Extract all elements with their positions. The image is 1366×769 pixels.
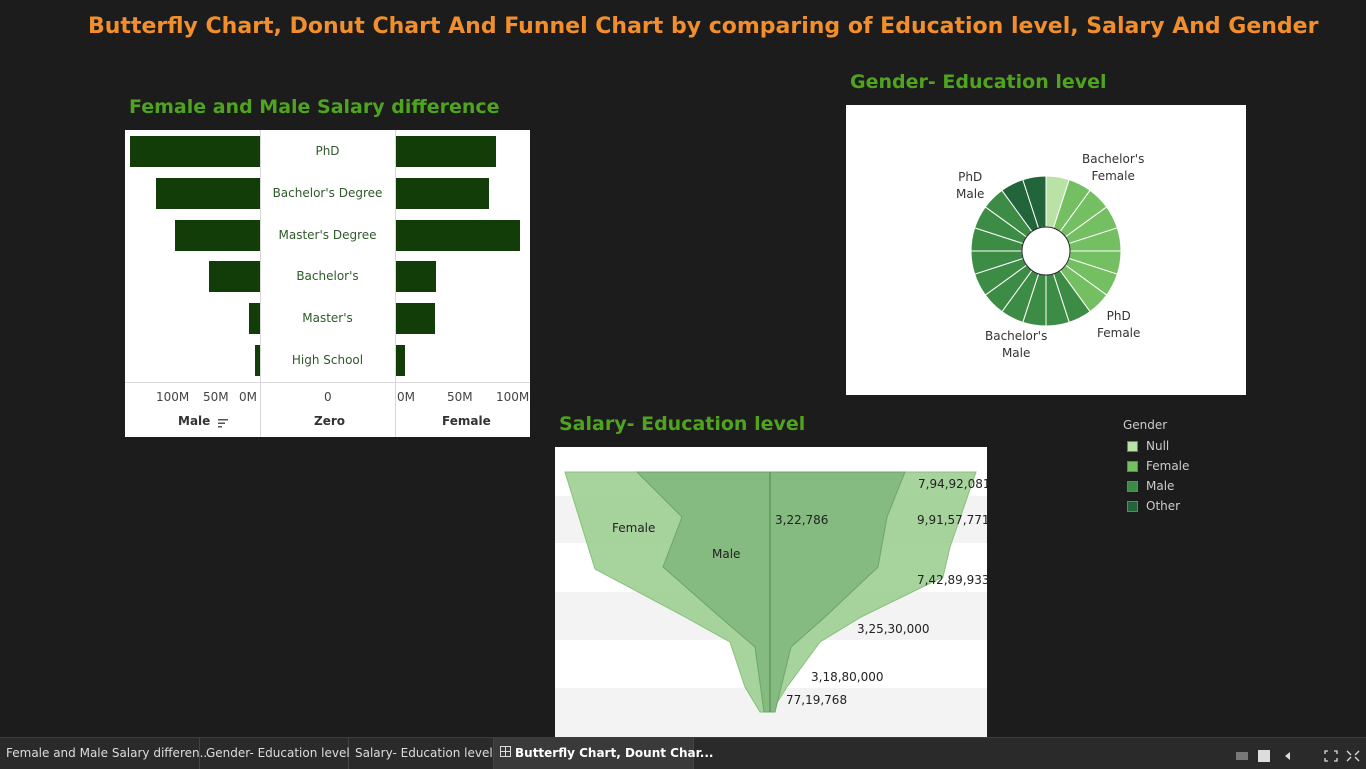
category-label: Bachelor's Degree [272, 185, 383, 200]
funnel-value-label: 9,91,57,771 [917, 513, 987, 527]
male-bar[interactable] [130, 136, 260, 167]
donut-label-phd-male: PhD Male [956, 170, 985, 201]
film-strip-icon[interactable] [1236, 747, 1248, 760]
male-axis-text: Male [178, 414, 211, 428]
divider [260, 130, 261, 437]
tab-gender-education[interactable]: Gender- Education level [200, 738, 350, 769]
male-tick: 50M [203, 390, 229, 404]
female-tick: 0M [397, 390, 415, 404]
gender-legend: Gender Null Female Male Other [1123, 418, 1189, 516]
donut-title: Gender- Education level [850, 71, 1107, 93]
category-label: Bachelor's [296, 269, 359, 284]
male-bar[interactable] [156, 177, 260, 209]
male-tick: 0M [239, 390, 257, 404]
donut-chart[interactable]: Bachelor's Female PhD Male PhD Female Bache… [846, 105, 1246, 395]
sort-icon[interactable] [218, 417, 229, 427]
legend-item[interactable]: Female [1127, 456, 1189, 476]
prev-sheet-icon[interactable] [1282, 747, 1294, 760]
legend-swatch [1127, 440, 1138, 452]
legend-label: Null [1146, 439, 1170, 453]
donut-label-bachelors-male: Bachelor's Male [985, 329, 1048, 360]
female-tick: 50M [447, 390, 473, 404]
funnel-value-label: 3,25,30,000 [857, 622, 930, 636]
butterfly-chart[interactable]: PhD Bachelor's Degree Master's Degree Bache… [125, 130, 530, 437]
category-label: Master's Degree [278, 227, 377, 242]
tab-dashboard-label: Butterfly Chart, Dount Char... [515, 746, 714, 760]
male-bar[interactable] [255, 345, 260, 376]
female-bar[interactable] [396, 136, 496, 167]
female-bar[interactable] [396, 219, 520, 251]
single-sheet-icon[interactable] [1258, 747, 1270, 762]
funnel-svg [555, 471, 987, 737]
funnel-value-label: 77,19,768 [786, 693, 848, 707]
funnel-value-label: 7,42,89,933 [917, 573, 987, 587]
funnel-title: Salary- Education level [559, 413, 806, 435]
female-axis-label: Female [442, 414, 491, 428]
legend-item[interactable]: Male [1127, 476, 1189, 496]
category-label: PhD [315, 144, 340, 158]
dashboard-title: Butterfly Chart, Donut Chart And Funnel … [88, 14, 1319, 39]
funnel-value-label: 7,94,92,081 [918, 477, 987, 491]
female-bar[interactable] [396, 345, 405, 376]
funnel-label-male: Male [712, 547, 741, 561]
zero-tick: 0 [324, 390, 332, 404]
sheet-tab-bar: Female and Male Salary differen... Gende… [0, 737, 1366, 769]
female-bar[interactable] [396, 261, 436, 293]
female-bar[interactable] [396, 177, 489, 209]
tab-dashboard[interactable]: Butterfly Chart, Dount Char... [494, 738, 714, 769]
legend-swatch [1127, 460, 1138, 472]
female-tick: 100M [496, 390, 530, 404]
legend-item[interactable]: Other [1127, 496, 1189, 516]
butterfly-title: Female and Male Salary difference [129, 96, 500, 118]
legend-label: Male [1146, 479, 1175, 493]
fullscreen-icon[interactable] [1324, 747, 1338, 762]
legend-swatch [1127, 500, 1138, 512]
axis-line [125, 382, 530, 383]
divider [395, 130, 396, 437]
donut-label-bachelors-female: Bachelor's Female [1082, 152, 1145, 183]
male-bar[interactable] [209, 261, 260, 293]
funnel-chart[interactable]: Female Male 7,94,92,081 3,22,786 9,91,57… [555, 447, 987, 737]
donut-label-phd-female: PhD Female [1097, 309, 1141, 340]
legend-label: Female [1146, 459, 1190, 473]
tab-female-male-salary[interactable]: Female and Male Salary differen... [0, 738, 211, 769]
donut-hole [1021, 226, 1071, 276]
legend-item[interactable]: Null [1127, 436, 1189, 456]
male-axis-label[interactable]: Male [178, 414, 229, 428]
male-bar[interactable] [249, 303, 260, 335]
legend-swatch [1127, 480, 1138, 492]
category-label: Master's [302, 311, 353, 326]
category-label: High School [291, 353, 364, 367]
funnel-value-label: 3,22,786 [775, 513, 829, 527]
dashboard-icon [500, 738, 511, 769]
male-funnel-area [635, 471, 906, 713]
funnel-label-female: Female [612, 521, 656, 535]
female-bar[interactable] [396, 303, 435, 335]
male-bar[interactable] [175, 219, 260, 251]
expand-icon[interactable] [1346, 747, 1360, 762]
zero-axis-label: Zero [314, 414, 346, 428]
male-tick: 100M [156, 390, 190, 404]
funnel-value-label: 3,18,80,000 [811, 670, 884, 684]
tab-salary-education[interactable]: Salary- Education level [349, 738, 494, 769]
donut-svg [970, 175, 1122, 327]
legend-label: Other [1146, 499, 1181, 513]
legend-title: Gender [1123, 418, 1168, 432]
